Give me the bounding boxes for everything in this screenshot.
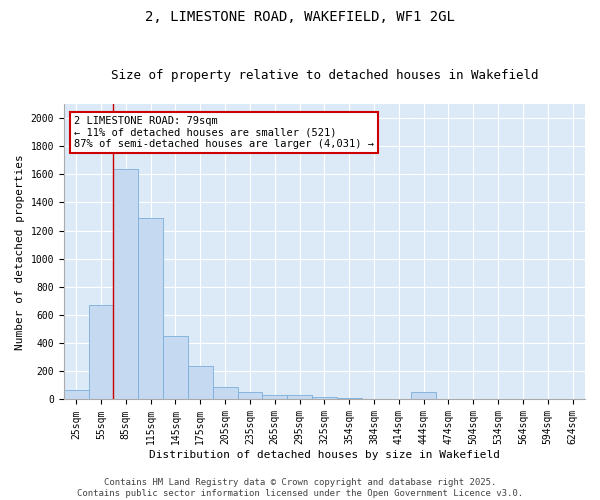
Bar xyxy=(287,396,312,400)
X-axis label: Distribution of detached houses by size in Wakefield: Distribution of detached houses by size … xyxy=(149,450,500,460)
Text: 2 LIMESTONE ROAD: 79sqm
← 11% of detached houses are smaller (521)
87% of semi-d: 2 LIMESTONE ROAD: 79sqm ← 11% of detache… xyxy=(74,116,374,149)
Bar xyxy=(64,390,89,400)
Bar xyxy=(337,398,362,400)
Text: 2, LIMESTONE ROAD, WAKEFIELD, WF1 2GL: 2, LIMESTONE ROAD, WAKEFIELD, WF1 2GL xyxy=(145,10,455,24)
Bar xyxy=(262,394,287,400)
Bar xyxy=(138,218,163,400)
Bar xyxy=(113,168,138,400)
Text: Contains HM Land Registry data © Crown copyright and database right 2025.
Contai: Contains HM Land Registry data © Crown c… xyxy=(77,478,523,498)
Bar xyxy=(312,396,337,400)
Bar xyxy=(212,387,238,400)
Title: Size of property relative to detached houses in Wakefield: Size of property relative to detached ho… xyxy=(110,69,538,82)
Bar xyxy=(89,305,113,400)
Bar xyxy=(411,392,436,400)
Y-axis label: Number of detached properties: Number of detached properties xyxy=(15,154,25,350)
Bar xyxy=(238,392,262,400)
Bar xyxy=(188,366,212,400)
Bar xyxy=(163,336,188,400)
